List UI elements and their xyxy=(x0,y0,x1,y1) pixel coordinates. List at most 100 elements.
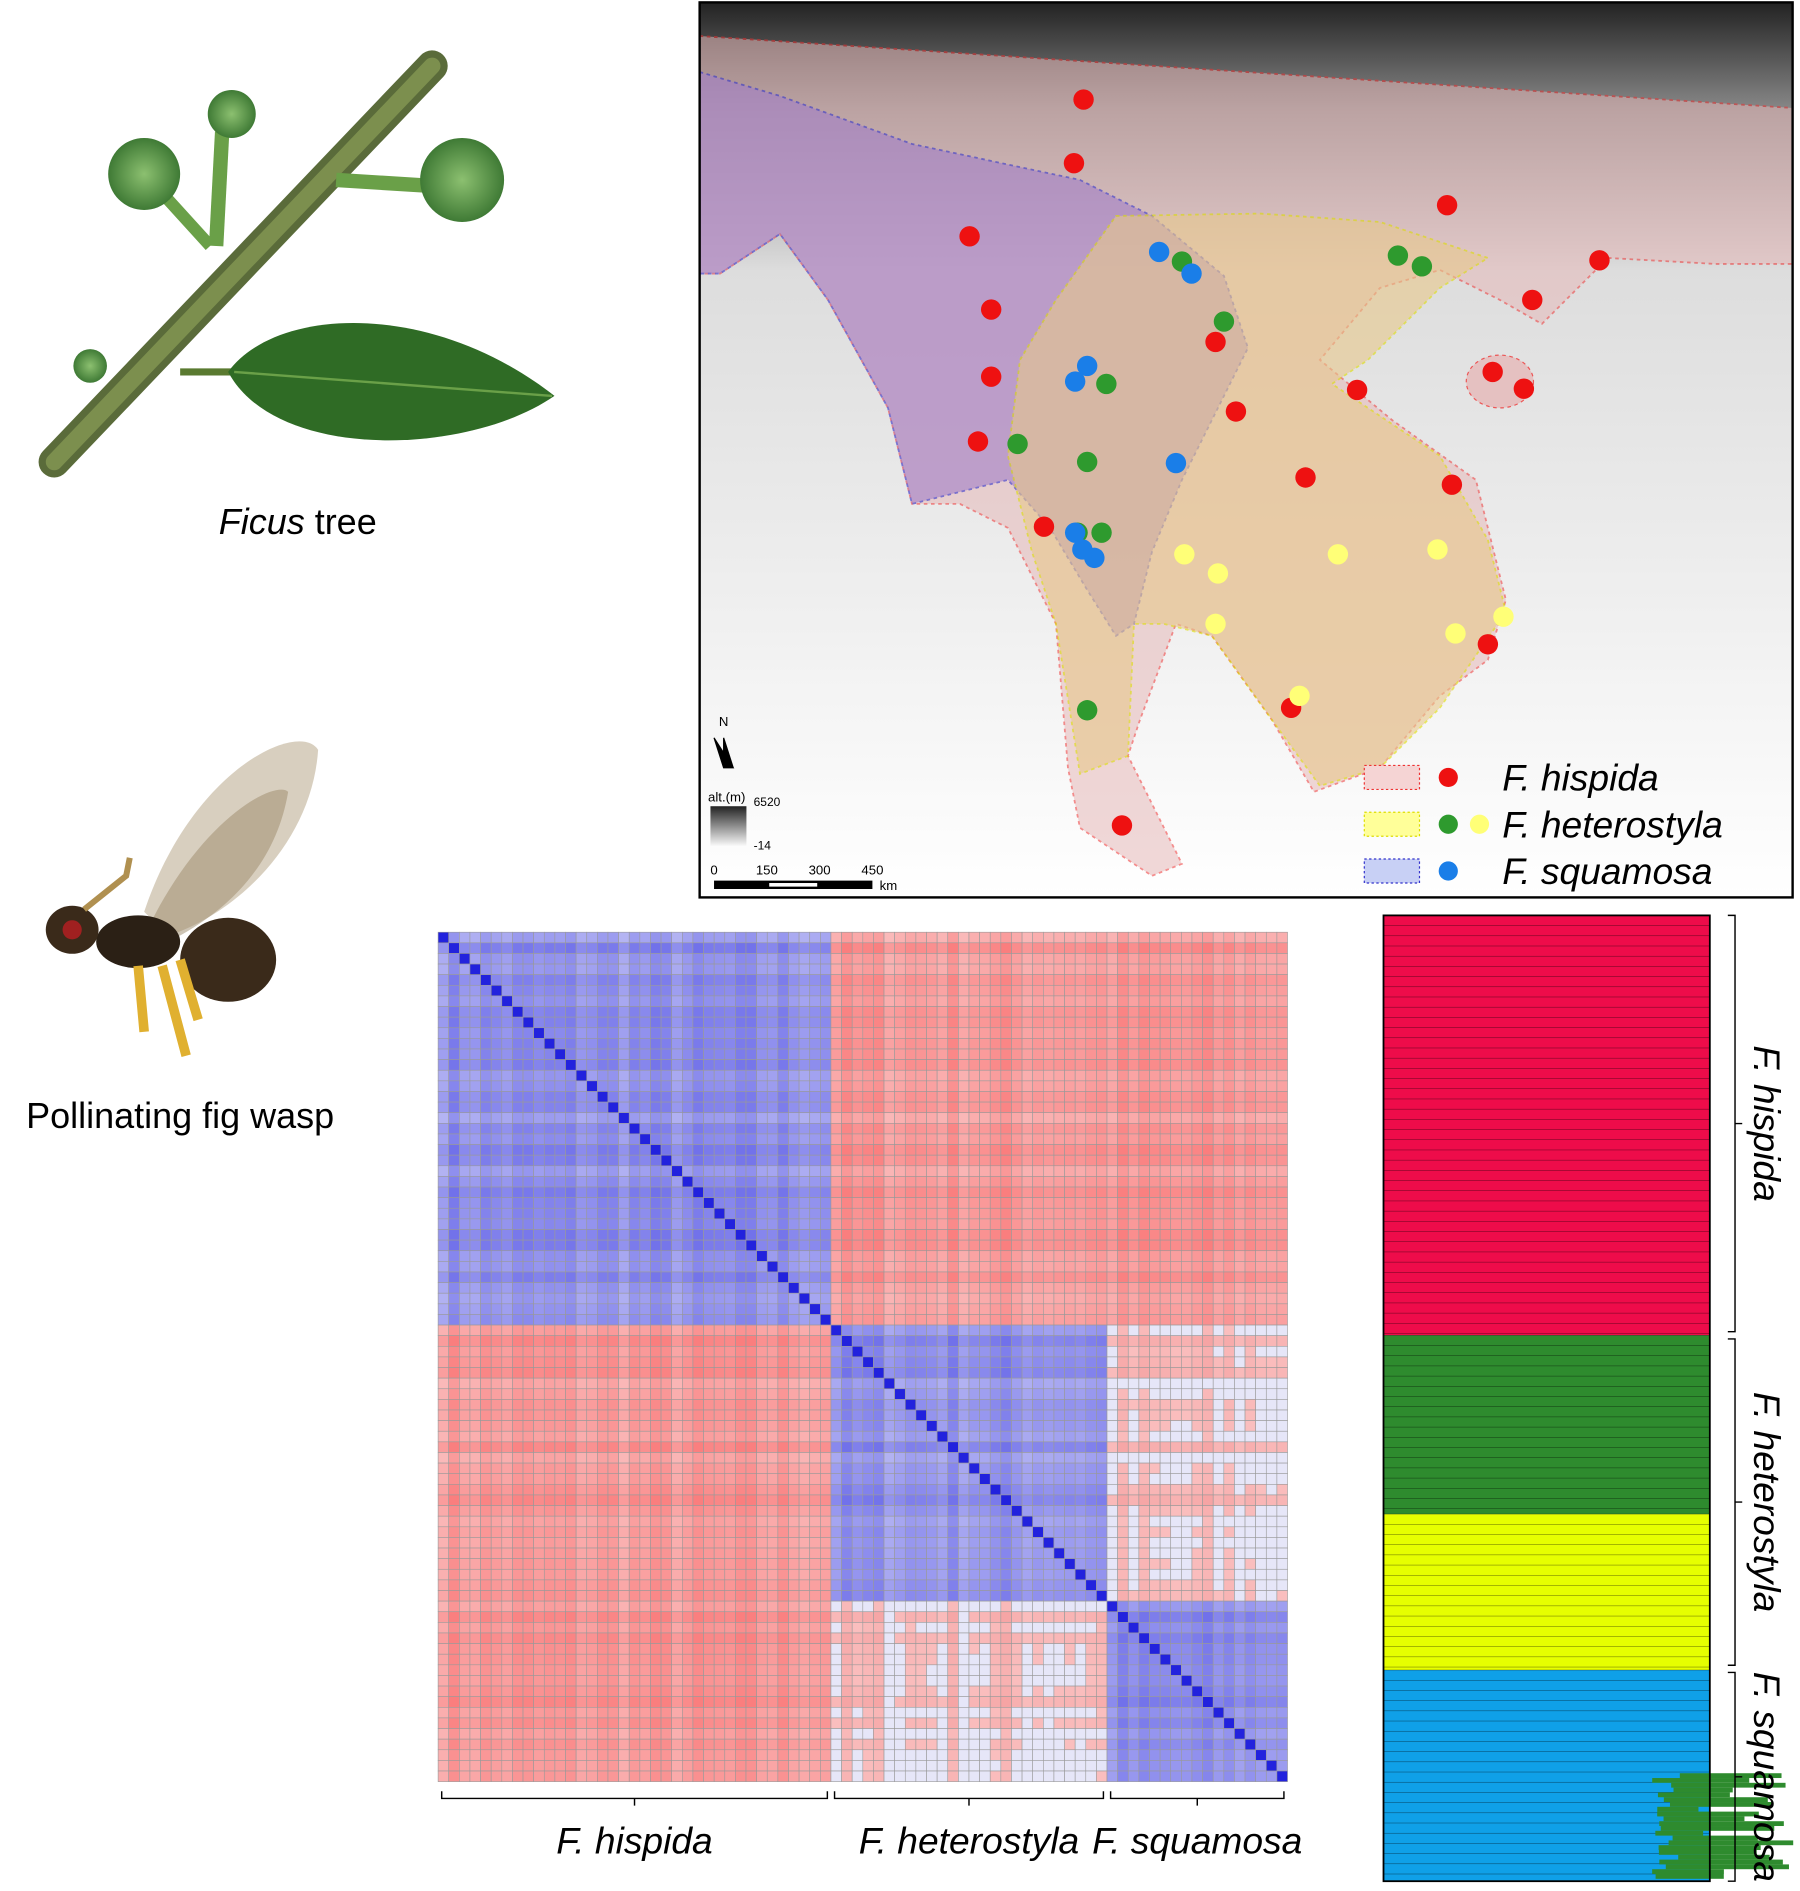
heat-cell xyxy=(1170,1303,1182,1315)
heat-cell xyxy=(1127,1229,1140,1241)
heat-cell xyxy=(1170,1154,1182,1167)
heat-cell xyxy=(1244,1345,1256,1358)
heat-cell xyxy=(512,1069,524,1082)
heat-cell xyxy=(597,1218,609,1230)
heat-cell xyxy=(586,1335,598,1347)
heat-cell xyxy=(1032,1218,1044,1230)
heat-cell xyxy=(904,1367,917,1379)
heat-cell xyxy=(745,1197,757,1209)
heat-cell xyxy=(1043,1420,1055,1432)
heat-cell xyxy=(1096,1218,1108,1230)
heat-cell xyxy=(1106,1059,1118,1071)
heat-cell xyxy=(639,1356,651,1368)
heat-cell xyxy=(1202,1537,1214,1549)
heat-cell xyxy=(1159,1197,1172,1209)
heat-cell xyxy=(448,1154,460,1167)
heat-cell xyxy=(809,1006,821,1018)
heat-cell xyxy=(936,1144,949,1156)
heat-cell xyxy=(1265,1027,1278,1039)
heat-cell xyxy=(1202,1038,1214,1050)
heat-cell xyxy=(1181,1006,1193,1018)
heat-cell xyxy=(777,1186,789,1198)
heat-cell xyxy=(1181,1229,1193,1241)
heat-cell xyxy=(989,1324,1002,1336)
heat-cell xyxy=(618,1335,630,1347)
heat-cell xyxy=(883,1038,895,1050)
heat-cell xyxy=(841,1038,853,1050)
heat-cell xyxy=(820,1537,832,1549)
heat-cell xyxy=(809,1016,821,1029)
heat-cell xyxy=(1234,1356,1246,1368)
heat-cell xyxy=(777,1345,789,1358)
heat-cell xyxy=(1244,1515,1256,1528)
heat-cell xyxy=(777,1133,789,1145)
heat-cell xyxy=(1011,1494,1023,1506)
heat-cell xyxy=(1255,1271,1267,1283)
heat-cell xyxy=(1159,1250,1172,1262)
heat-cell xyxy=(480,1059,492,1071)
heat-cell xyxy=(437,1080,450,1092)
heat-cell xyxy=(904,1388,917,1400)
map-dot xyxy=(1589,250,1610,271)
heat-cell xyxy=(873,1229,885,1241)
heat-cell xyxy=(766,1420,779,1432)
heat-cell xyxy=(1255,1494,1267,1506)
heat-cell xyxy=(979,1484,991,1496)
heat-cell xyxy=(947,1558,959,1570)
heat-cell xyxy=(1159,1069,1172,1082)
heat-cell xyxy=(1000,1069,1012,1082)
heat-cell xyxy=(1191,1239,1203,1252)
heat-cell xyxy=(915,953,927,965)
heat-cell xyxy=(1159,1239,1172,1252)
heat-cell xyxy=(820,1377,832,1390)
heat-cell xyxy=(554,963,566,975)
heat-cell xyxy=(522,942,534,954)
heat-cell xyxy=(936,1154,949,1167)
heat-cell xyxy=(586,1547,598,1559)
heat-cell xyxy=(1053,1144,1065,1156)
heat-cell xyxy=(459,1430,471,1443)
heat-cell xyxy=(926,1154,938,1167)
heat-cell xyxy=(777,1303,789,1315)
heat-cell xyxy=(682,1101,694,1114)
heat-cell xyxy=(798,1388,811,1400)
heat-cell xyxy=(724,1515,736,1528)
heat-cell xyxy=(968,1441,980,1453)
heat-cell xyxy=(809,953,821,965)
heat-cell xyxy=(926,1505,938,1517)
heat-cell xyxy=(745,1207,757,1220)
heat-cell xyxy=(820,1515,832,1528)
heat-cell xyxy=(1096,1388,1108,1400)
heat-cell xyxy=(756,931,768,944)
heat-cell xyxy=(575,1462,588,1475)
heat-cell xyxy=(490,995,503,1007)
heat-cell xyxy=(1244,1123,1256,1135)
heat-cell xyxy=(565,1069,577,1082)
heat-cell xyxy=(830,1261,842,1273)
heat-cell xyxy=(1212,1080,1225,1092)
heat-cell xyxy=(597,1080,609,1092)
heat-cell xyxy=(512,1335,524,1347)
heat-cell xyxy=(448,1314,460,1326)
heat-cell xyxy=(735,1324,747,1336)
heat-cell xyxy=(1244,995,1256,1007)
heat-cell xyxy=(745,1271,757,1283)
heat-cell xyxy=(1096,1324,1108,1336)
heat-cell xyxy=(1106,1292,1118,1305)
heat-cell xyxy=(533,1006,545,1018)
heat-cell xyxy=(915,1048,927,1060)
heat-cell xyxy=(618,1027,630,1039)
heat-cell xyxy=(618,1123,630,1135)
heat-cell xyxy=(533,1303,545,1315)
heat-cell xyxy=(756,1059,768,1071)
heat-cell xyxy=(639,1473,651,1485)
heat-cell xyxy=(607,1080,619,1092)
heat-cell xyxy=(862,1165,874,1177)
heat-cell xyxy=(862,1345,874,1358)
heat-cell xyxy=(448,1038,460,1050)
heat-cell xyxy=(851,1494,864,1506)
heat-cell xyxy=(926,1568,938,1581)
heat-cell xyxy=(575,1165,588,1177)
heat-cell xyxy=(947,1324,959,1336)
heat-cell xyxy=(883,1282,895,1294)
